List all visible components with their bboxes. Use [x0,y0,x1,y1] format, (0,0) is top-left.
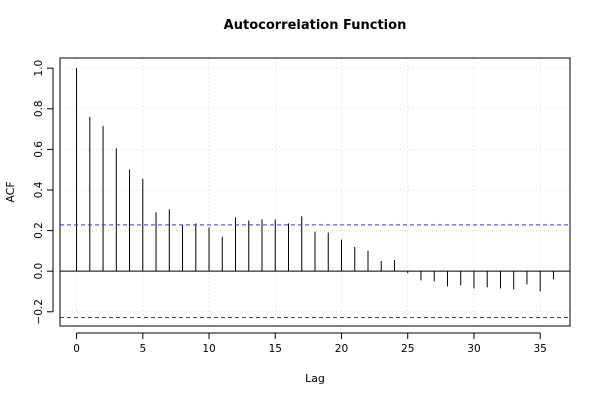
grid-lines [60,58,570,326]
x-tick-label-30: 30 [467,343,480,355]
confidence-bounds [60,224,570,318]
x-tick-label-0: 0 [73,343,80,355]
x-axis: 0 5 10 15 20 25 30 35 [73,332,547,355]
x-tick-label-20: 20 [335,343,348,355]
x-tick-label-10: 10 [202,343,215,355]
chart-title: Autocorrelation Function [224,18,407,33]
y-axis-label: ACF [4,181,17,202]
x-tick-label-35: 35 [534,343,547,355]
y-tick-label-4: 0.6 [33,141,45,158]
y-tick-label-1: 0.0 [33,263,45,280]
y-tick-label-3: 0.4 [33,181,45,198]
x-axis-label: Lag [305,372,325,385]
y-tick-label-2: 0.2 [33,222,45,239]
plot-frame [59,57,571,327]
x-tick-label-5: 5 [139,343,146,355]
y-tick-label-0: −0.2 [33,299,45,325]
x-tick-label-15: 15 [269,343,282,355]
x-tick-label-25: 25 [401,343,414,355]
acf-bars [76,68,554,292]
y-axis: −0.2 0.0 0.2 0.4 0.6 0.8 1.0 [33,60,54,325]
y-tick-label-5: 0.8 [33,100,45,117]
y-tick-label-6: 1.0 [33,60,45,77]
